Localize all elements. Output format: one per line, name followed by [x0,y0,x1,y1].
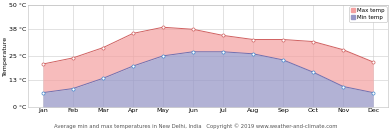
Point [70,87,76,90]
Point [370,61,377,63]
Point [190,51,196,53]
Point [310,41,316,43]
Point [100,77,106,79]
Point [160,55,166,57]
Point [220,34,226,37]
Point [160,26,166,28]
Text: Average min and max temperatures in New Delhi, India   Copyright © 2019 www.weat: Average min and max temperatures in New … [54,123,337,129]
Point [250,38,256,41]
Point [130,65,136,67]
Point [370,92,377,94]
Point [340,49,346,51]
Y-axis label: Temperature: Temperature [3,36,8,76]
Point [70,57,76,59]
Point [130,32,136,34]
Point [220,51,226,53]
Point [100,47,106,49]
Point [280,38,286,41]
Point [340,86,346,88]
Point [40,63,46,65]
Point [280,59,286,61]
Point [190,28,196,30]
Point [40,92,46,94]
Legend: Max temp, Min temp: Max temp, Min temp [350,6,387,22]
Point [250,53,256,55]
Point [310,71,316,73]
